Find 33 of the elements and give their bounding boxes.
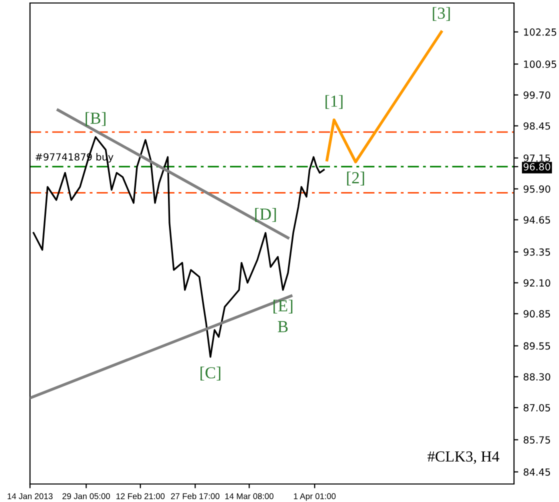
y-tick-label: 97.15	[524, 154, 550, 162]
annotation: [3]	[432, 7, 450, 21]
x-tick-label: 27 Feb 17:00	[171, 493, 220, 500]
annotation: [1]	[326, 95, 343, 109]
annotation: [D]	[255, 208, 276, 222]
y-tick-label: 93.35	[524, 248, 550, 256]
y-tick-label: 88.30	[524, 373, 550, 381]
x-tick-label: 12 Feb 21:00	[116, 493, 165, 500]
y-tick-label: 94.65	[524, 216, 550, 224]
y-tick-label: 89.55	[524, 342, 550, 350]
annotation: [E]	[274, 300, 292, 314]
y-tick-label: 90.85	[524, 310, 550, 318]
annotation: [C]	[200, 366, 220, 380]
y-tick-label: 100.95	[524, 60, 556, 68]
y-tick-label: 95.90	[524, 185, 550, 193]
annotation: #CLK3, H4	[428, 451, 500, 464]
y-tick-label: 87.05	[524, 404, 550, 412]
y-tick-label: 102.25	[524, 28, 556, 36]
line-series	[32, 136, 325, 358]
x-tick-label: 1 Apr 01:00	[294, 493, 336, 501]
annotation: [B]	[86, 112, 106, 126]
y-tick-label: 99.70	[524, 91, 550, 99]
y-tick-label: 92.10	[524, 279, 550, 287]
annotation: [2]	[347, 172, 364, 186]
y-tick-label: 84.45	[524, 468, 550, 476]
y-tick-label: 98.45	[524, 122, 550, 130]
line-series	[326, 30, 443, 164]
x-tick-label: 29 Jan 05:00	[62, 493, 110, 500]
y-tick-label: 96.80	[524, 163, 550, 170]
y-tick-label: 85.75	[524, 436, 550, 444]
annotation: B	[278, 321, 288, 332]
x-tick-label: 14 Jan 2013	[8, 493, 53, 500]
x-tick-label: 14 Mar 08:00	[225, 493, 274, 500]
